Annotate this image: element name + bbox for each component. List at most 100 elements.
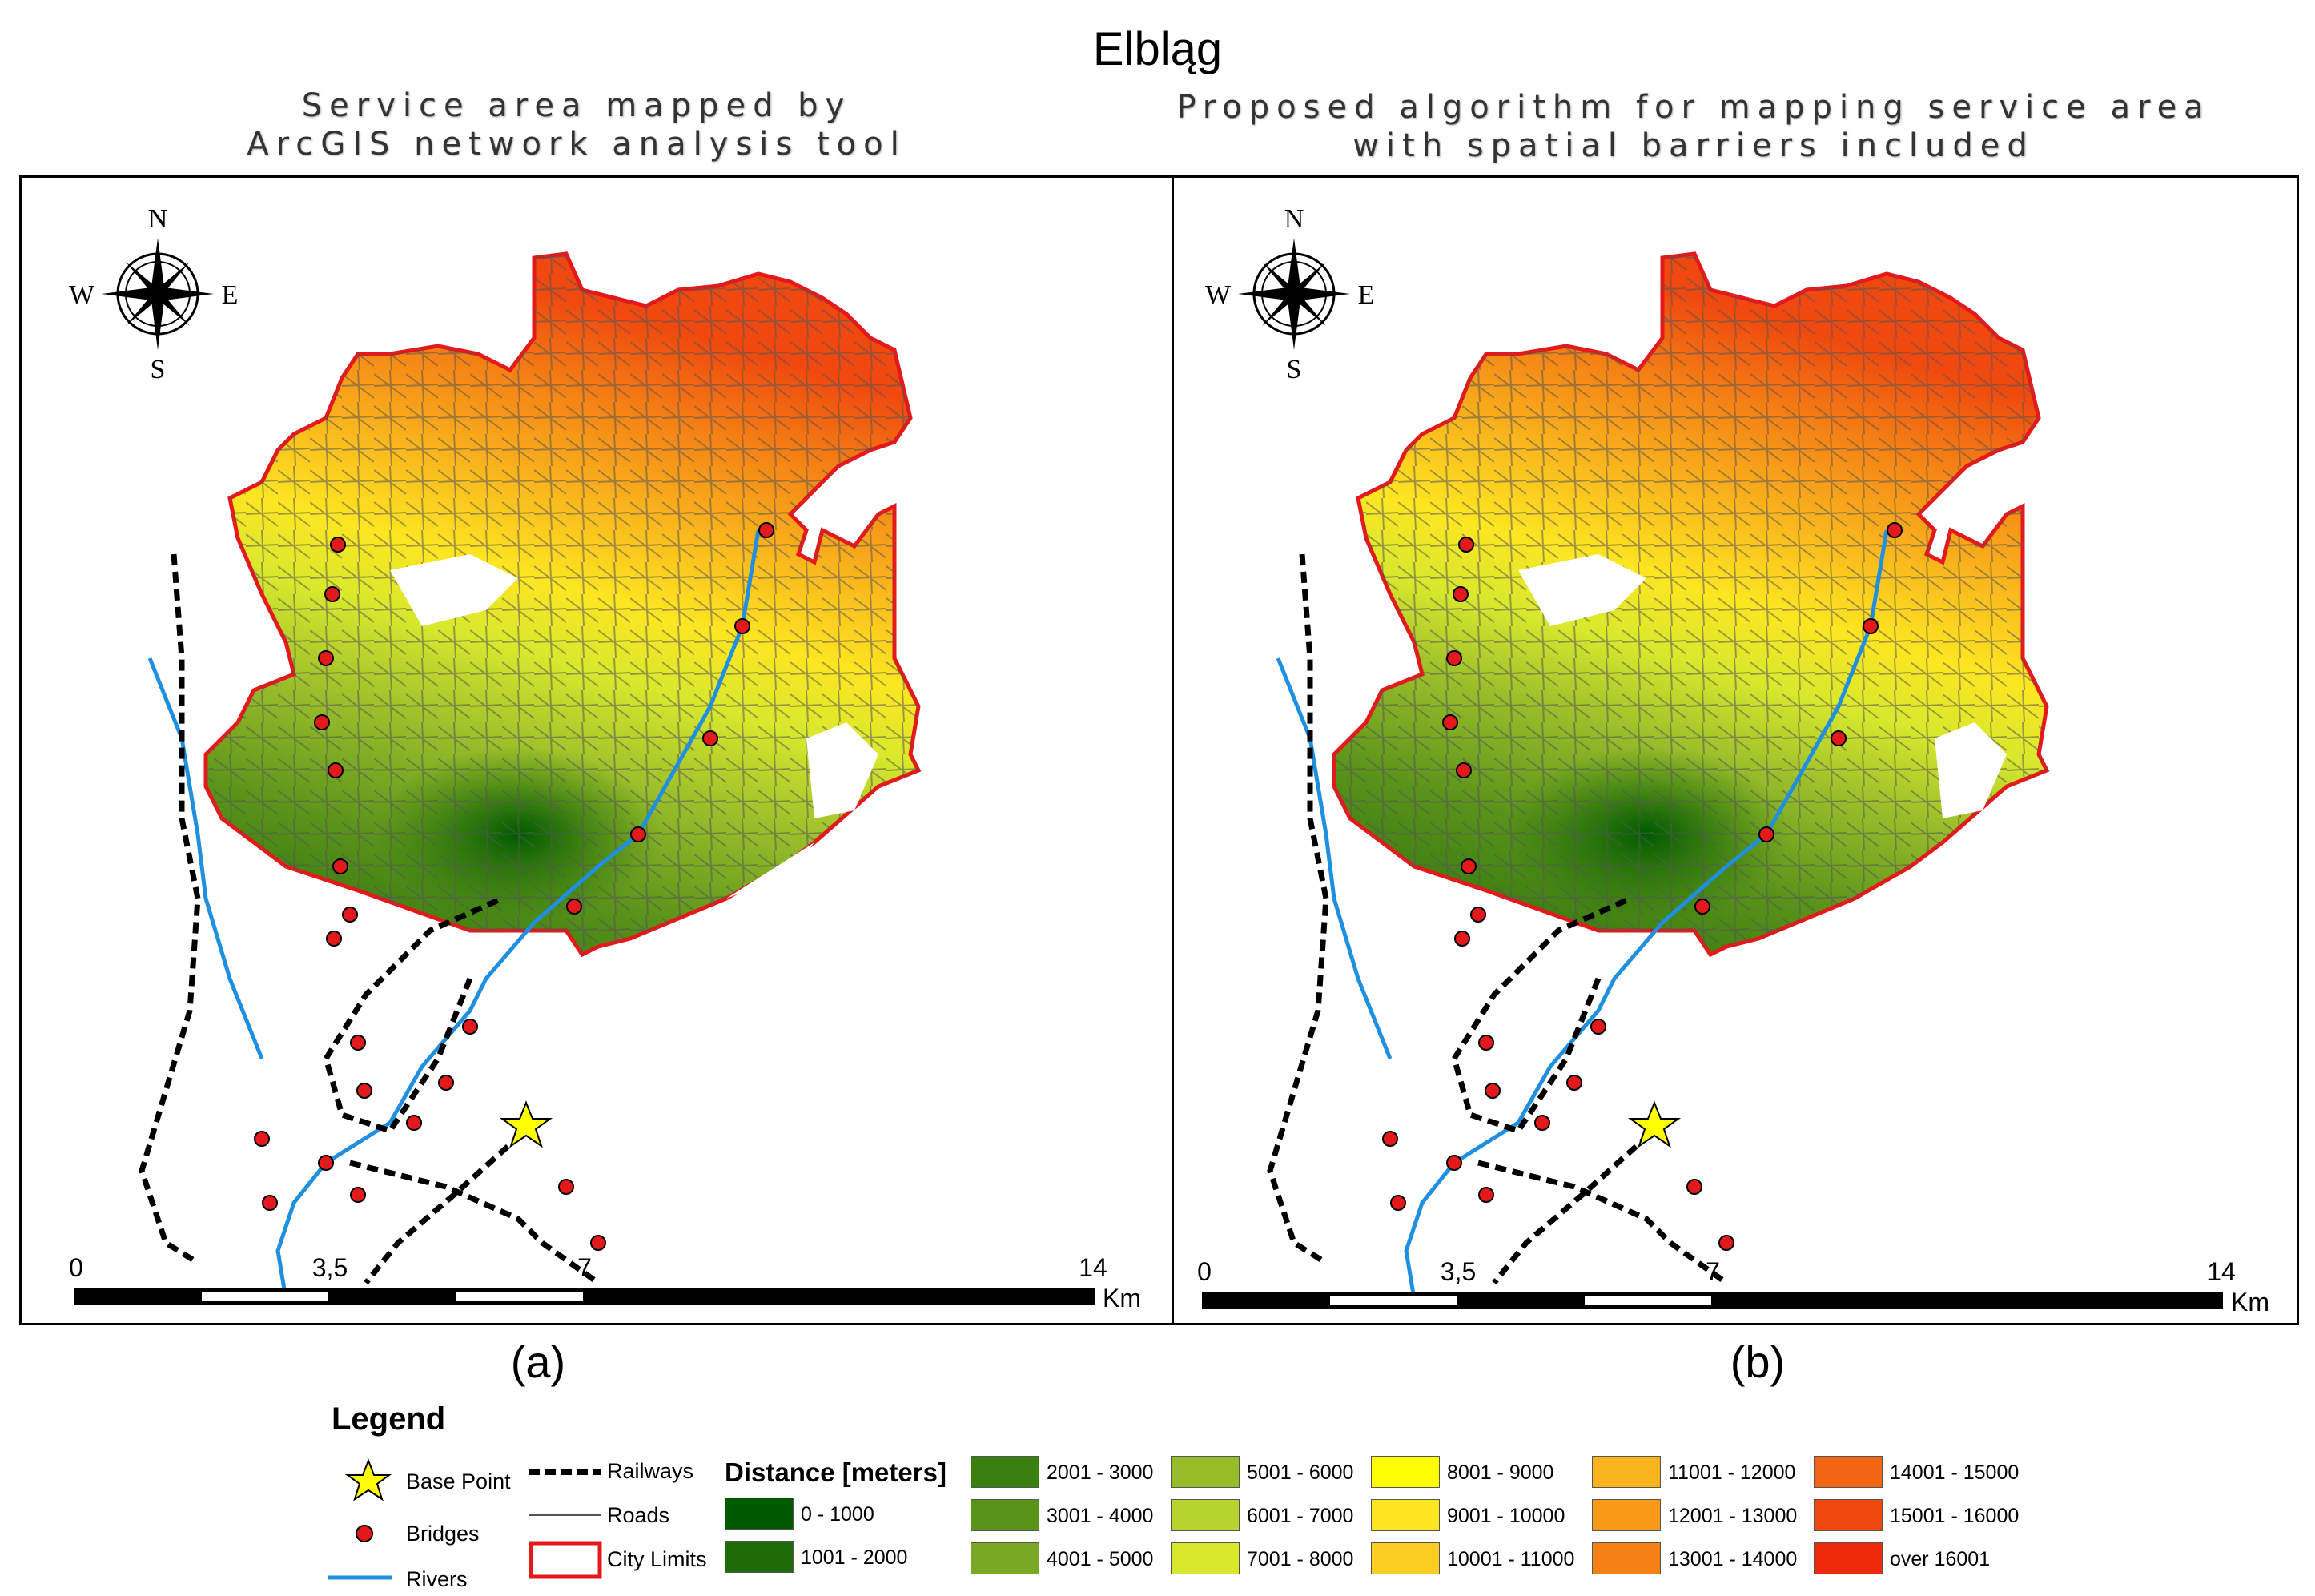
distance-legend-title: Distance [meters] <box>725 1457 946 1487</box>
distance-class-label: 3001 - 4000 <box>1047 1505 1154 1527</box>
bridge-marker <box>1534 1115 1550 1131</box>
legend-railways-label: Railways <box>607 1459 694 1483</box>
railway-legend-icon <box>529 1469 601 1475</box>
bridges-layer-a <box>254 522 774 1251</box>
bridge-marker <box>1566 1075 1582 1091</box>
bridges-layer-b <box>1382 522 1903 1251</box>
legend-bridges-label: Bridges <box>406 1522 480 1546</box>
legend-title: Legend <box>332 1401 446 1437</box>
railway-line-a <box>139 553 601 1285</box>
legend-rivers-label: Rivers <box>406 1567 468 1591</box>
compass-rose-icon <box>1238 238 1350 350</box>
scale-bar-a: 0 3,5 7 14 Km <box>69 1253 1141 1313</box>
bridge-marker <box>330 537 346 553</box>
distance-swatch <box>1371 1499 1440 1531</box>
distance-swatch <box>1171 1456 1240 1488</box>
bridge-marker <box>1453 586 1469 602</box>
base-point-star-a <box>499 1100 553 1148</box>
bridge-marker <box>1442 714 1458 730</box>
distance-class-label: 2001 - 3000 <box>1047 1461 1154 1484</box>
compass-w: W <box>69 280 95 310</box>
panel-a-subtitle-line1: Service area mapped by <box>301 87 852 124</box>
bridge-marker <box>1863 618 1879 634</box>
distance-swatch <box>971 1542 1039 1574</box>
panel-b-subtitle-line1: Proposed algorithm for mapping service a… <box>1176 89 2211 126</box>
bridge-legend-icon <box>356 1525 373 1542</box>
bridge-marker <box>1485 1083 1501 1099</box>
bridge-marker <box>262 1195 278 1211</box>
map-a-canvas: N S E W 0 3,5 7 14 Km <box>69 204 1141 1313</box>
distance-swatch <box>971 1499 1039 1531</box>
bridge-marker <box>350 1035 366 1051</box>
distance-swatch <box>1371 1456 1440 1488</box>
no-data-area-a <box>390 554 518 626</box>
river-legend-icon <box>328 1575 392 1580</box>
compass-n: N <box>148 204 168 234</box>
bridge-marker <box>324 586 340 602</box>
bridge-marker <box>1478 1035 1494 1051</box>
distance-swatch <box>971 1456 1039 1488</box>
panel-label-a: (a) <box>510 1337 566 1387</box>
roads-layer-b <box>1334 254 2047 955</box>
map-b-canvas: N S E W 0 3,5 7 14 Km <box>1197 204 2269 1317</box>
distance-class-label: 12001 - 13000 <box>1668 1505 1798 1527</box>
bridge-marker <box>1758 826 1774 842</box>
legend-base-point-label: Base Point <box>406 1469 511 1493</box>
distance-class-label: 13001 - 14000 <box>1668 1548 1798 1570</box>
distance-swatch <box>1592 1456 1661 1488</box>
scale-tick: 3,5 <box>312 1253 348 1282</box>
distance-class-label: 8001 - 9000 <box>1447 1461 1554 1484</box>
compass-w: W <box>1205 280 1232 310</box>
bridge-marker <box>734 618 750 634</box>
bridge-marker <box>558 1179 574 1195</box>
railway-line-b <box>1267 553 1729 1285</box>
scale-tick: 7 <box>1706 1257 1720 1286</box>
bridge-marker <box>1478 1187 1494 1203</box>
distance-swatch <box>1371 1542 1440 1574</box>
bridge-marker <box>1694 899 1710 915</box>
compass-e: E <box>1358 280 1375 310</box>
bridge-marker <box>1458 537 1474 553</box>
distance-class-label: 0 - 1000 <box>801 1503 874 1526</box>
bridge-marker <box>356 1083 372 1099</box>
road-legend-icon <box>529 1514 601 1516</box>
bridge-marker <box>566 899 582 915</box>
distance-swatch <box>1592 1499 1661 1531</box>
scale-unit: Km <box>2231 1288 2269 1317</box>
scale-tick: 0 <box>69 1253 83 1282</box>
panel-a-subtitle: Service area mapped by ArcGIS network an… <box>240 86 913 163</box>
scale-bar-b: 0 3,5 7 14 Km <box>1197 1257 2269 1317</box>
compass-n: N <box>1284 204 1304 234</box>
scale-tick: 3,5 <box>1441 1257 1476 1286</box>
distance-swatch <box>1171 1542 1240 1574</box>
bridge-marker <box>630 826 646 842</box>
bridge-marker <box>590 1235 606 1251</box>
distance-swatch <box>725 1498 794 1530</box>
distance-class-label: 15001 - 16000 <box>1890 1505 2020 1527</box>
bridge-marker <box>1456 762 1472 778</box>
panel-b-subtitle: Proposed algorithm for mapping service a… <box>1169 88 2218 165</box>
bridge-marker <box>1686 1179 1702 1195</box>
distance-swatch <box>1814 1542 1883 1574</box>
panel-label-b: (b) <box>1730 1337 1786 1387</box>
compass-e: E <box>222 280 239 310</box>
distance-class-label: 9001 - 10000 <box>1447 1505 1565 1527</box>
distance-swatch <box>1171 1499 1240 1531</box>
scale-tick: 14 <box>2207 1257 2236 1286</box>
bridge-marker <box>702 730 718 746</box>
roads-layer-a <box>206 254 918 955</box>
legend-roads-label: Roads <box>607 1503 670 1527</box>
bridge-marker <box>332 858 348 874</box>
bridge-marker <box>1382 1131 1398 1147</box>
compass-s: S <box>1287 355 1302 384</box>
base-point-legend-icon <box>344 1458 392 1502</box>
distance-class-label: 11001 - 12000 <box>1668 1461 1796 1484</box>
distance-class-label: 5001 - 6000 <box>1247 1461 1354 1484</box>
no-data-area-b <box>1518 554 1646 626</box>
bridge-marker <box>1454 931 1470 947</box>
panel-b-subtitle-line2: with spatial barriers included <box>1352 127 2035 164</box>
compass-s: S <box>151 355 166 384</box>
distance-class-label: 4001 - 5000 <box>1047 1548 1154 1570</box>
distance-class-label: 6001 - 7000 <box>1247 1505 1354 1527</box>
bridge-marker <box>1887 522 1903 538</box>
